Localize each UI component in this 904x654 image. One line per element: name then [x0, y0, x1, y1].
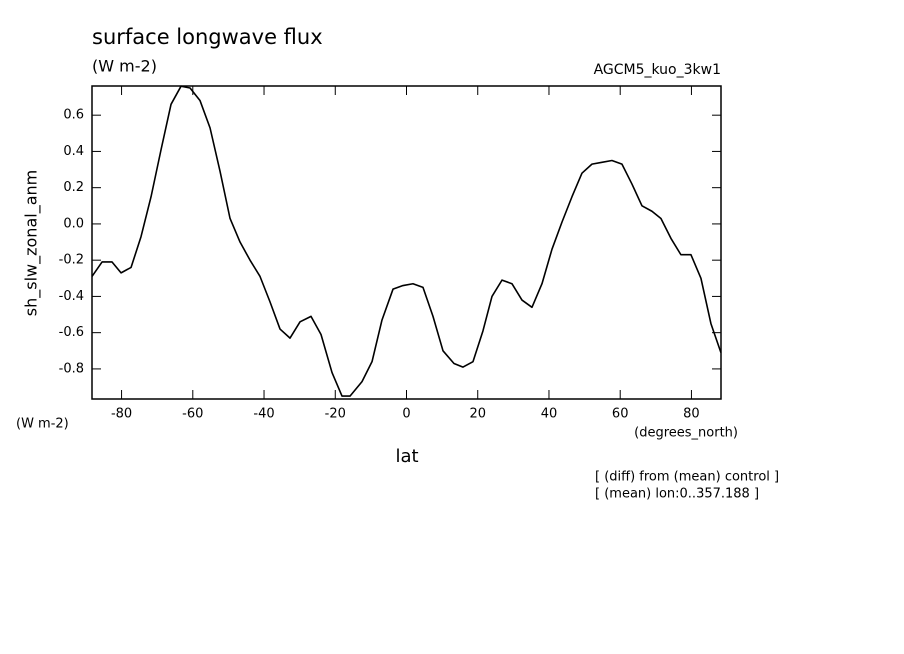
y-tick-label: 0.4 [63, 144, 84, 159]
x-tick-label: 80 [683, 407, 700, 422]
x-axis-label: lat [395, 446, 418, 467]
y-tick-label: 0.2 [63, 180, 84, 195]
x-tick-label: -40 [253, 407, 274, 422]
note: [ (diff) from (mean) control ] [595, 470, 779, 485]
x-tick-label: 0 [402, 407, 410, 422]
dataset-label: AGCM5_kuo_3kw1 [594, 62, 721, 78]
y-tick-label: 0.0 [63, 216, 84, 231]
x-tick-label: 40 [541, 407, 558, 422]
x-tick-label: -80 [111, 407, 132, 422]
note: [ (mean) lon:0..357.188 ] [595, 487, 759, 502]
y-tick-label: -0.6 [59, 325, 84, 340]
y-tick-label: 0.6 [63, 108, 84, 123]
x-tick-label: 20 [469, 407, 486, 422]
x-tick-label: -20 [325, 407, 346, 422]
x-units: (degrees_north) [634, 426, 738, 441]
chart-title: surface longwave flux [92, 25, 323, 49]
data-line [91, 85, 722, 397]
plot-frame [91, 85, 722, 400]
y-tick-label: -0.4 [59, 289, 84, 304]
y-axis-label: sh_slw_zonal_anm [22, 170, 42, 316]
y-tick-label: -0.2 [59, 253, 84, 268]
units: (W m-2) [92, 57, 157, 76]
x-tick-label: -60 [182, 407, 203, 422]
x-tick-label: 60 [612, 407, 629, 422]
y-tick-label: -0.8 [59, 361, 84, 376]
y-units: (W m-2) [16, 417, 69, 432]
